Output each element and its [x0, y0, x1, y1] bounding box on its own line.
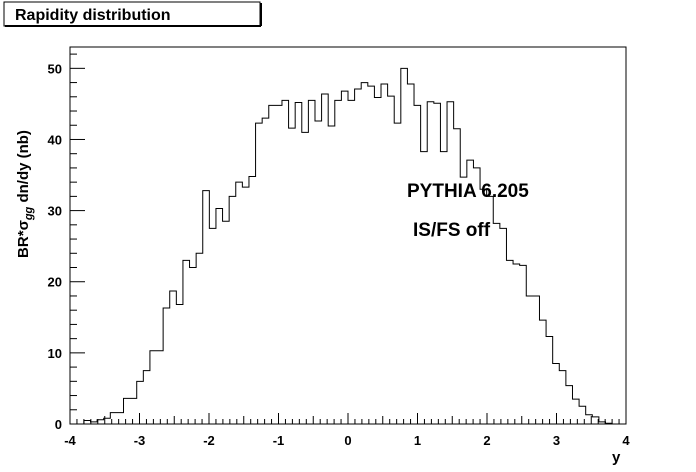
histogram-bin [447, 102, 454, 424]
histogram-bin [137, 381, 144, 424]
histogram-bin [355, 89, 362, 424]
histogram-bin [427, 102, 434, 424]
histogram-bin [282, 100, 289, 424]
title-box [3, 1, 261, 27]
y-tick-label: 0 [55, 417, 62, 432]
histogram-bin [533, 296, 540, 424]
x-axis-label: y [612, 449, 621, 466]
annotation-generator: PYTHIA 6.205 [407, 181, 529, 202]
histogram-bin [262, 118, 269, 424]
y-tick-label: 50 [48, 61, 62, 76]
x-tick-label: 4 [622, 433, 630, 448]
x-tick-label: -1 [273, 433, 285, 448]
histogram-bin [414, 105, 421, 424]
x-tick-label: -2 [203, 433, 215, 448]
histogram-bin [150, 351, 157, 424]
histogram-bin [348, 100, 355, 424]
histogram-bin [84, 420, 91, 424]
y-axis-label-sub: gg [23, 206, 35, 221]
histogram-bin [493, 223, 500, 424]
histogram-bin [434, 103, 441, 424]
histogram-bin [361, 83, 368, 424]
histogram-bin [117, 413, 124, 424]
histogram-bin [553, 364, 560, 424]
histogram-bin [196, 253, 203, 424]
histogram-bin [513, 264, 520, 424]
histogram-bin [295, 102, 302, 424]
y-tick-label: 10 [48, 346, 62, 361]
histogram-bin [374, 98, 381, 424]
y-axis-label: BR*σgg dn/dy (nb) [15, 130, 35, 258]
x-tick-label: -3 [134, 433, 146, 448]
x-tick-label: 3 [553, 433, 560, 448]
annotation-isfs: IS/FS off [413, 220, 491, 241]
histogram-bin [143, 371, 150, 424]
histogram-bin [559, 371, 566, 424]
y-tick-label: 40 [48, 132, 62, 147]
histogram-bin [506, 260, 513, 424]
histogram-bin [229, 196, 236, 424]
histogram-bin [473, 168, 480, 424]
x-tick-label: -4 [64, 433, 76, 448]
histogram-bin [566, 386, 573, 424]
histogram-bin [289, 128, 296, 424]
y-axis-label-rest: dn/dy (nb) [15, 130, 32, 207]
histogram-bin [460, 177, 467, 424]
histogram-bin [203, 191, 210, 424]
histogram-bin [394, 123, 401, 424]
histogram-bin [500, 228, 507, 424]
histogram-bin [368, 86, 375, 424]
plot-frame [69, 46, 627, 425]
histogram-bin [381, 84, 388, 424]
histogram-bin [302, 132, 309, 424]
histogram-bin [183, 260, 190, 424]
histogram-bin [546, 337, 553, 424]
histogram-bin [401, 68, 408, 424]
histogram-bin [242, 187, 249, 424]
histogram-bin [269, 105, 276, 424]
y-tick-label: 30 [48, 204, 62, 219]
x-tick-label: 0 [344, 433, 351, 448]
histogram-outline [83, 67, 613, 424]
histogram-bin [526, 296, 533, 424]
histogram-bin [454, 129, 461, 424]
histogram-bin [328, 126, 335, 424]
x-tick-label: 2 [483, 433, 490, 448]
histogram-bin [209, 228, 216, 424]
histogram-bin [176, 304, 183, 424]
histogram-bin [216, 208, 223, 424]
y-tick-label: 20 [48, 275, 62, 290]
histogram-bin [388, 96, 395, 424]
histogram-bins [84, 68, 612, 424]
histogram-bin [407, 84, 414, 424]
histogram-bin [572, 399, 579, 424]
histogram-bin [308, 100, 315, 424]
axis-ticks [69, 53, 627, 425]
x-tick-label: 1 [414, 433, 421, 448]
histogram-bin [130, 398, 137, 424]
histogram-bin [124, 398, 131, 424]
histogram-bin [190, 268, 197, 424]
histogram-bin [520, 265, 527, 424]
histogram-bin [322, 94, 329, 424]
histogram-bin [256, 123, 263, 424]
histogram-bin [249, 176, 256, 424]
histogram-bin [335, 100, 342, 424]
y-axis-label-main: BR*σ [15, 220, 32, 258]
histogram-bin [275, 105, 282, 424]
histogram-bin [236, 182, 243, 424]
histogram-bin [223, 221, 230, 424]
histogram-bin [315, 121, 322, 424]
histogram-bin [157, 351, 164, 424]
histogram-bin [539, 320, 546, 424]
histogram-bin [170, 291, 177, 424]
chart-title: Rapidity distribution [15, 7, 171, 24]
histogram-bin [341, 91, 348, 424]
histogram-bin [163, 308, 170, 424]
